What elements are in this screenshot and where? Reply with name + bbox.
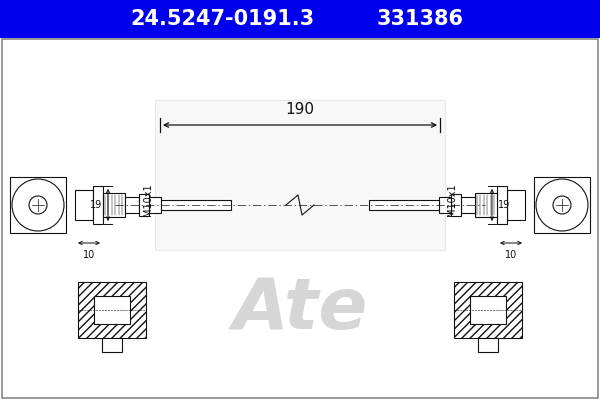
Bar (149, 197, 161, 213)
Text: 24.5247-0191.3: 24.5247-0191.3 (130, 9, 314, 29)
Bar (155, 100, 445, 250)
Text: 10: 10 (505, 250, 517, 260)
Bar (102, 338, 122, 352)
Text: Ate: Ate (232, 276, 368, 344)
Text: 10: 10 (83, 250, 95, 260)
Bar (2, 39, 598, 398)
Bar (439, 197, 451, 213)
Text: M10x1: M10x1 (143, 184, 153, 216)
Bar (534, 177, 590, 233)
Bar (507, 190, 525, 220)
Bar (475, 193, 497, 217)
Bar (0, 0, 600, 38)
Bar (93, 186, 103, 224)
Text: 19: 19 (90, 200, 102, 210)
Bar (497, 186, 507, 224)
Bar (125, 197, 139, 213)
Text: 331386: 331386 (377, 9, 464, 29)
Bar (78, 282, 146, 338)
Text: 19: 19 (498, 200, 510, 210)
Text: M10x1: M10x1 (447, 184, 457, 216)
Bar (10, 177, 66, 233)
Bar (161, 200, 231, 210)
Bar (369, 200, 439, 210)
Bar (461, 197, 475, 213)
Bar (94, 296, 130, 324)
Bar (139, 194, 149, 216)
Bar (451, 194, 461, 216)
Bar (478, 338, 498, 352)
Bar (103, 193, 125, 217)
Bar (75, 190, 93, 220)
Bar (454, 282, 522, 338)
Bar (470, 296, 506, 324)
Bar (454, 282, 522, 338)
Bar (78, 282, 146, 338)
Text: 190: 190 (286, 102, 314, 117)
